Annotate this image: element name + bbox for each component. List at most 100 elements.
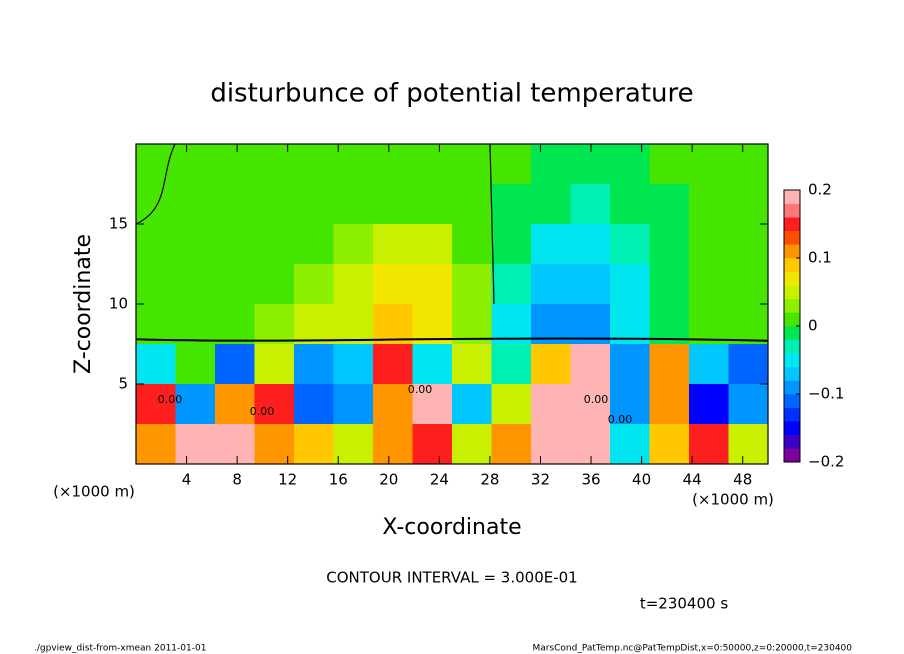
cell: [649, 344, 690, 385]
x-tick-label: 40: [632, 471, 651, 489]
cell: [294, 264, 334, 305]
colorbar-swatch: [784, 380, 800, 395]
cell: [570, 224, 611, 265]
cell: [254, 264, 295, 305]
colorbar-swatch: [784, 353, 800, 368]
cell: [136, 144, 176, 185]
x-unit: (×1000 m): [692, 491, 774, 509]
cell: [728, 184, 769, 225]
cell: [333, 224, 374, 265]
cell: [649, 144, 690, 185]
cell: [649, 304, 690, 345]
colorbar-swatch: [784, 217, 800, 232]
cell: [254, 304, 295, 345]
contour-line: [135, 337, 769, 342]
y-tick-label: 5: [118, 375, 128, 393]
cell: [531, 224, 571, 265]
x-tick-label: 36: [581, 471, 600, 489]
y-axis-label: Z-coordinate: [71, 234, 96, 374]
cell: [175, 424, 216, 465]
cell: [728, 344, 769, 385]
cell: [175, 344, 216, 385]
cell: [333, 304, 374, 345]
cell: [412, 344, 453, 385]
cell: [373, 384, 413, 425]
cell: [373, 344, 413, 385]
cell: [294, 144, 334, 185]
x-tick-label: 20: [379, 471, 398, 489]
colorbar-tick-label: −0.1: [808, 385, 844, 403]
cell: [649, 224, 690, 265]
cell: [373, 184, 413, 225]
cell: [136, 384, 176, 425]
cell: [728, 144, 769, 185]
y-tick-label: 15: [109, 215, 128, 233]
x-tick-label: 48: [733, 471, 752, 489]
x-tick-label: 28: [480, 471, 499, 489]
cell: [452, 424, 492, 465]
cell: [531, 184, 571, 225]
cell: [136, 304, 176, 345]
cell: [175, 264, 216, 305]
colorbar-tick-label: 0.1: [808, 249, 832, 267]
cell: [412, 304, 453, 345]
contour-label: 0.00: [250, 405, 275, 418]
cell: [570, 424, 611, 465]
x-tick-label: 32: [531, 471, 550, 489]
cell: [175, 144, 216, 185]
cell: [136, 184, 176, 225]
colorbar-swatch: [784, 312, 800, 327]
cell: [491, 184, 532, 225]
cell: [215, 144, 255, 185]
contour-label: 0.00: [408, 383, 433, 396]
cell: [610, 264, 650, 305]
contour-line: [135, 143, 495, 305]
cell: [412, 264, 453, 305]
cell: [215, 304, 255, 345]
cell: [689, 144, 729, 185]
time-label: t=230400 s: [640, 595, 728, 613]
cell: [570, 384, 611, 425]
cell: [215, 344, 255, 385]
colorbar-tick-label: 0.2: [808, 181, 832, 199]
cell: [373, 144, 413, 185]
cell: [452, 344, 492, 385]
cell: [689, 424, 729, 465]
cell: [649, 184, 690, 225]
cell: [294, 184, 334, 225]
cell: [294, 424, 334, 465]
x-tick-label: 44: [683, 471, 702, 489]
cell: [373, 224, 413, 265]
colorbar-swatch: [784, 285, 800, 300]
cell: [373, 304, 413, 345]
colorbar-swatch: [784, 421, 800, 436]
cell: [531, 384, 571, 425]
cell: [649, 384, 690, 425]
cell: [491, 264, 532, 305]
cell: [689, 344, 729, 385]
contour-label: 0.00: [608, 413, 633, 426]
cell: [689, 384, 729, 425]
y-unit: (×1000 m): [53, 483, 135, 501]
cell: [610, 184, 650, 225]
cell: [254, 144, 295, 185]
cell: [491, 424, 532, 465]
cell: [531, 144, 571, 185]
cell: [254, 224, 295, 265]
cell: [689, 184, 729, 225]
cell: [412, 144, 453, 185]
cell: [491, 224, 532, 265]
x-tick-label: 8: [232, 471, 242, 489]
cell: [610, 144, 650, 185]
cell: [728, 264, 769, 305]
cell: [728, 384, 769, 425]
cell: [175, 304, 216, 345]
cell: [728, 424, 769, 465]
colorbar-swatch: [784, 258, 800, 272]
cell: [689, 304, 729, 345]
colorbar-swatch: [784, 271, 800, 286]
cell: [175, 184, 216, 225]
colorbar-swatch: [784, 407, 800, 422]
cell: [136, 264, 176, 305]
cell: [215, 424, 255, 465]
